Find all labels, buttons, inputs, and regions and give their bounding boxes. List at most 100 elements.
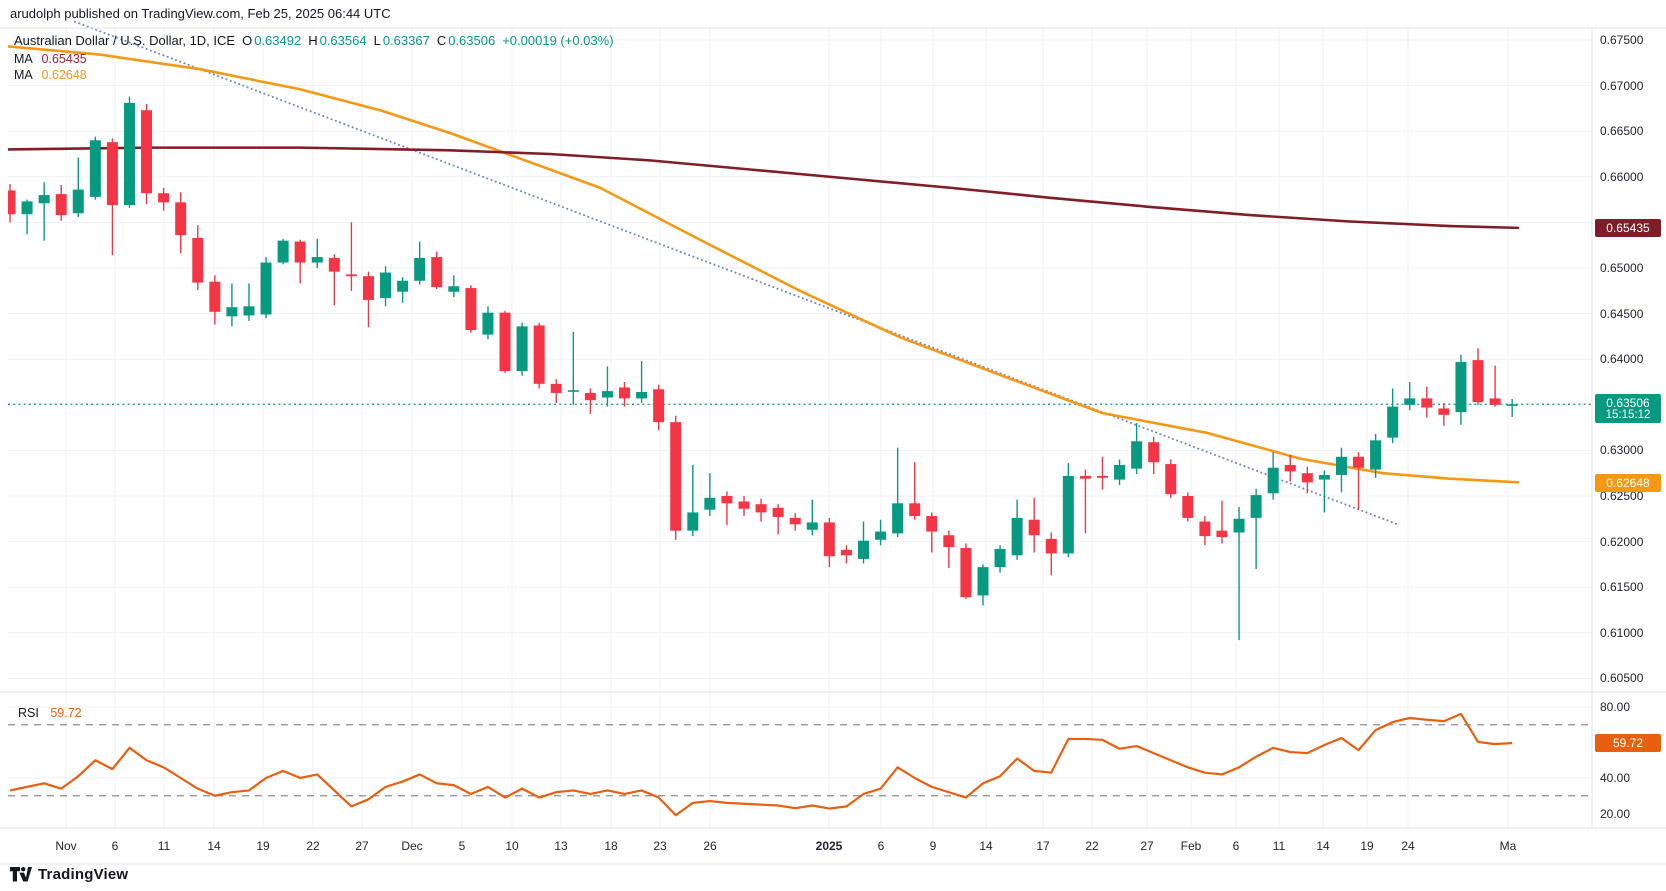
candle-body[interactable] (550, 383, 562, 393)
candle-body[interactable] (619, 387, 631, 399)
candle-body[interactable] (1165, 464, 1177, 495)
candle-body[interactable] (5, 190, 16, 215)
candle-body[interactable] (328, 257, 340, 272)
candle-body[interactable] (431, 257, 443, 288)
candle-body[interactable] (1506, 404, 1518, 406)
candle-body[interactable] (141, 110, 153, 194)
candle-body[interactable] (21, 201, 33, 215)
candle-body[interactable] (294, 241, 306, 263)
candle-body[interactable] (1199, 521, 1211, 537)
candle-body[interactable] (1455, 361, 1467, 413)
candle-body[interactable] (1370, 440, 1382, 470)
candle-body[interactable] (516, 326, 528, 372)
candle-body[interactable] (482, 312, 494, 335)
candle-body[interactable] (755, 504, 767, 513)
candle-body[interactable] (311, 257, 323, 263)
candle-body[interactable] (397, 280, 409, 292)
candle-body[interactable] (345, 274, 357, 277)
candle-body[interactable] (1404, 398, 1416, 405)
ma-slow-line[interactable] (8, 146, 1520, 230)
candle-body[interactable] (892, 503, 904, 534)
candle-body[interactable] (209, 281, 221, 312)
tradingview-logo-icon[interactable] (10, 867, 32, 882)
candle-body[interactable] (1301, 473, 1313, 483)
candle-body[interactable] (465, 288, 477, 331)
candle-body[interactable] (243, 306, 255, 316)
candle-body[interactable] (858, 540, 869, 559)
candle-body[interactable] (909, 503, 921, 517)
candle-body[interactable] (38, 195, 50, 204)
symbol-legend[interactable]: Australian Dollar / U.S. Dollar, 1D, ICE… (14, 33, 614, 48)
candle-body[interactable] (687, 512, 699, 531)
candle-body[interactable] (89, 140, 101, 197)
candle-body[interactable] (55, 194, 67, 216)
candle-body[interactable] (977, 567, 989, 596)
candle-body[interactable] (533, 325, 545, 384)
candle-body[interactable] (1182, 496, 1194, 518)
rsi-legend[interactable]: RSI 59.72 (18, 706, 82, 720)
candle-body[interactable] (106, 142, 118, 206)
candle-body[interactable] (448, 286, 460, 292)
candle-body[interactable] (277, 240, 289, 263)
candle-body[interactable] (1045, 538, 1057, 554)
candle-body[interactable] (380, 272, 392, 299)
candle-body[interactable] (1011, 517, 1023, 556)
candle-body[interactable] (653, 389, 665, 423)
candle-body[interactable] (499, 312, 511, 372)
candle-body[interactable] (1267, 467, 1279, 494)
candle-body[interactable] (1353, 456, 1365, 468)
candle-body[interactable] (943, 535, 955, 548)
candle-body[interactable] (1472, 360, 1484, 403)
candle-body[interactable] (789, 517, 801, 525)
footer-brand[interactable]: TradingView (10, 866, 128, 883)
candle-body[interactable] (1216, 530, 1228, 538)
candle-body[interactable] (960, 547, 972, 598)
candle-body[interactable] (362, 276, 374, 300)
candle-body[interactable] (1335, 456, 1347, 476)
candle-body[interactable] (1062, 475, 1074, 554)
candle-body[interactable] (192, 237, 204, 283)
candle-body[interactable] (601, 391, 613, 398)
candle-body[interactable] (806, 522, 818, 530)
candle-body[interactable] (1096, 475, 1108, 478)
candle-body[interactable] (738, 501, 750, 509)
candle-body[interactable] (175, 202, 187, 236)
candle-body[interactable] (1079, 475, 1091, 479)
candle-body[interactable] (823, 522, 835, 557)
descending-trendline[interactable] (74, 20, 1401, 527)
candle-body[interactable] (994, 548, 1006, 568)
ma-slow-legend[interactable]: MA 0.65435 (14, 52, 87, 66)
candle-body[interactable] (721, 496, 733, 504)
candle-body[interactable] (926, 516, 938, 532)
candle-body[interactable] (636, 392, 648, 399)
candle-body[interactable] (1114, 464, 1126, 480)
candle-body[interactable] (1131, 441, 1143, 469)
candle-body[interactable] (1250, 495, 1262, 518)
ma-fast-line[interactable] (8, 45, 1520, 484)
candle-body[interactable] (414, 257, 426, 281)
candle-body[interactable] (1438, 408, 1450, 415)
candle-body[interactable] (260, 262, 272, 315)
candle-body[interactable] (1318, 475, 1330, 480)
candle-body[interactable] (1028, 519, 1040, 536)
candle-body[interactable] (704, 497, 716, 510)
candle-body[interactable] (1489, 398, 1501, 405)
candle-body[interactable] (1387, 406, 1399, 438)
symbol-title[interactable]: Australian Dollar / U.S. Dollar, 1D, ICE (14, 33, 236, 48)
candle-body[interactable] (584, 392, 596, 401)
candle-body[interactable] (840, 549, 852, 556)
candle-body[interactable] (1233, 518, 1245, 533)
candle-body[interactable] (158, 193, 170, 203)
ma-fast-legend[interactable]: MA 0.62648 (14, 68, 87, 82)
candle-body[interactable] (567, 390, 579, 392)
candle-body[interactable] (875, 531, 887, 540)
rsi-line[interactable] (9, 712, 1513, 817)
candle-body[interactable] (1421, 398, 1433, 408)
candle-body[interactable] (226, 307, 238, 317)
candle-body[interactable] (123, 102, 135, 206)
candle-body[interactable] (772, 507, 784, 517)
candle-body[interactable] (72, 189, 84, 214)
candle-body[interactable] (1148, 442, 1160, 463)
brand-text[interactable]: TradingView (38, 866, 129, 883)
